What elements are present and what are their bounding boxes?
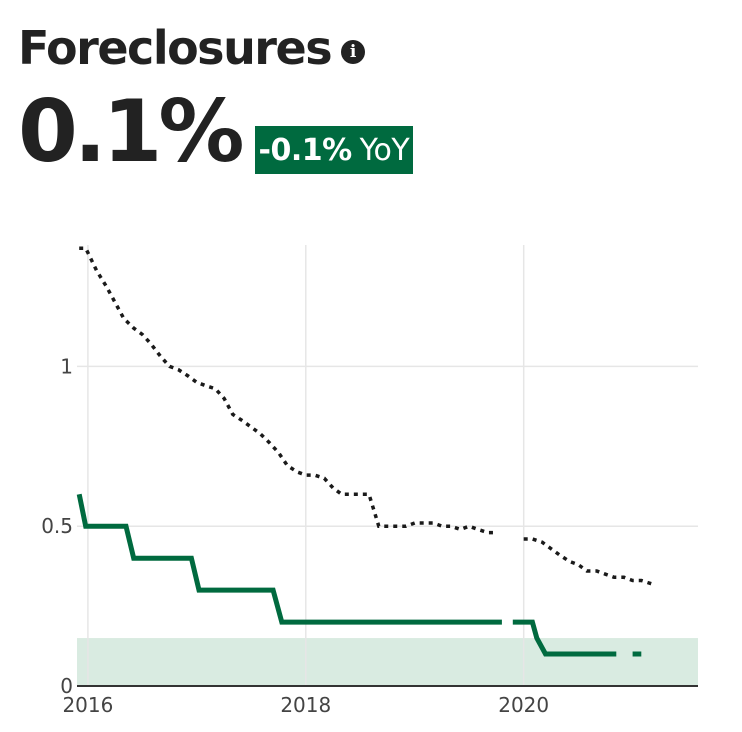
page-title: Foreclosures	[18, 21, 333, 75]
info-icon[interactable]: i	[341, 40, 366, 64]
yoy-badge: -0.1% YoY	[254, 126, 414, 174]
value-row: 0.1% -0.1% YoY	[18, 82, 414, 182]
x-tick-label: 2018	[280, 693, 331, 717]
title-row: Foreclosures i	[18, 18, 366, 78]
highlight-band	[77, 638, 698, 686]
x-tick-label: 2020	[498, 693, 549, 717]
y-tick-label: 1	[60, 354, 73, 378]
foreclosure-rate-value: 0.1%	[18, 82, 245, 182]
series-line-solid	[76, 493, 642, 657]
series-line-dotted	[79, 246, 652, 586]
y-tick-label: 0.5	[41, 514, 73, 538]
yoy-change: -0.1%	[258, 132, 353, 168]
y-tick-label: 0	[60, 674, 73, 698]
x-tick-label: 2016	[62, 693, 113, 717]
yoy-suffix: YoY	[359, 132, 410, 168]
